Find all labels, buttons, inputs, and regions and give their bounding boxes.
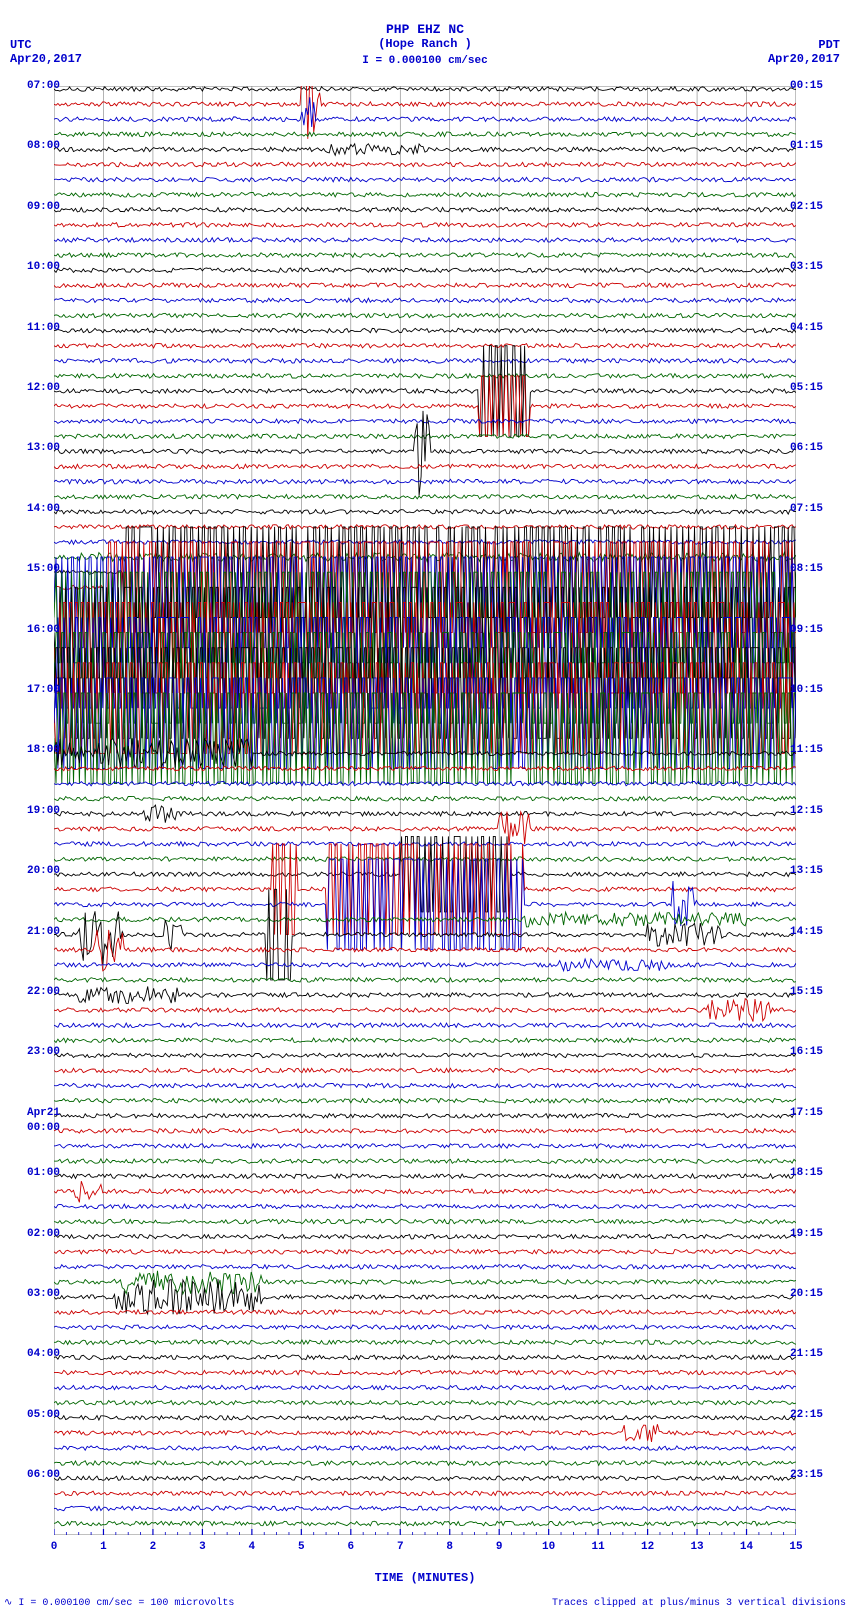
time-label-left: 07:00 [8, 80, 60, 92]
timezone-left: UTC [10, 38, 32, 52]
time-label-left: 11:00 [8, 322, 60, 334]
x-tick-label: 8 [446, 1541, 453, 1553]
time-label-right: 04:15 [790, 322, 842, 334]
time-label-right: 16:15 [790, 1046, 842, 1058]
time-label-left: 04:00 [8, 1348, 60, 1360]
time-label-left: 01:00 [8, 1167, 60, 1179]
time-label-left: 19:00 [8, 805, 60, 817]
x-tick-label: 14 [740, 1541, 753, 1553]
time-label-left: 03:00 [8, 1288, 60, 1300]
seismogram-plot [54, 86, 796, 1535]
seismogram-container: PHP EHZ NC (Hope Ranch ) I = 0.000100 cm… [0, 0, 850, 1613]
x-tick-label: 9 [496, 1541, 503, 1553]
time-label-right: 08:15 [790, 563, 842, 575]
time-label-right: 18:15 [790, 1167, 842, 1179]
x-tick-label: 15 [789, 1541, 802, 1553]
time-label-right: 02:15 [790, 201, 842, 213]
time-label-left: 17:00 [8, 684, 60, 696]
title-line1: PHP EHZ NC [0, 22, 850, 37]
date-left: Apr20,2017 [10, 52, 82, 66]
x-tick-label: 11 [592, 1541, 605, 1553]
time-label-left: 12:00 [8, 382, 60, 394]
time-label-left: 16:00 [8, 624, 60, 636]
scale-marker-icon: ∿ I [4, 1598, 30, 1609]
time-label-right: 12:15 [790, 805, 842, 817]
time-label-right: 11:15 [790, 744, 842, 756]
timezone-right: PDT [818, 38, 840, 52]
time-label-right: 22:15 [790, 1409, 842, 1421]
time-label-left: 06:00 [8, 1469, 60, 1481]
time-label-left: 10:00 [8, 261, 60, 273]
time-label-right: 13:15 [790, 865, 842, 877]
x-tick-label: 6 [347, 1541, 354, 1553]
time-label-right: 06:15 [790, 442, 842, 454]
time-label-left: 00:00 [8, 1122, 60, 1134]
time-label-left: 22:00 [8, 986, 60, 998]
time-label-left: 21:00 [8, 926, 60, 938]
x-tick-label: 1 [100, 1541, 107, 1553]
time-label-left: 02:00 [8, 1228, 60, 1240]
date-right: Apr20,2017 [768, 52, 840, 66]
time-label-right: 05:15 [790, 382, 842, 394]
time-label-left: Apr21 [8, 1107, 60, 1119]
time-label-right: 21:15 [790, 1348, 842, 1360]
time-label-left: 09:00 [8, 201, 60, 213]
time-label-right: 20:15 [790, 1288, 842, 1300]
x-tick-label: 13 [690, 1541, 703, 1553]
scale-bar-icon: I [362, 55, 375, 67]
x-tick-label: 12 [641, 1541, 654, 1553]
footer-right: Traces clipped at plus/minus 3 vertical … [552, 1598, 846, 1609]
time-label-right: 03:15 [790, 261, 842, 273]
x-tick-label: 3 [199, 1541, 206, 1553]
time-label-right: 17:15 [790, 1107, 842, 1119]
x-axis-title: TIME (MINUTES) [0, 1571, 850, 1585]
x-tick-label: 0 [51, 1541, 58, 1553]
time-label-right: 14:15 [790, 926, 842, 938]
time-label-right: 23:15 [790, 1469, 842, 1481]
time-label-right: 19:15 [790, 1228, 842, 1240]
time-label-left: 20:00 [8, 865, 60, 877]
x-tick-label: 10 [542, 1541, 555, 1553]
seismogram-svg [54, 86, 796, 1535]
time-label-right: 09:15 [790, 624, 842, 636]
time-label-left: 18:00 [8, 744, 60, 756]
x-tick-label: 7 [397, 1541, 404, 1553]
x-tick-label: 5 [298, 1541, 305, 1553]
time-label-right: 00:15 [790, 80, 842, 92]
time-label-right: 01:15 [790, 140, 842, 152]
header: PHP EHZ NC (Hope Ranch ) I = 0.000100 cm… [0, 22, 850, 67]
time-label-left: 05:00 [8, 1409, 60, 1421]
x-tick-label: 2 [150, 1541, 157, 1553]
time-label-left: 15:00 [8, 563, 60, 575]
x-tick-label: 4 [249, 1541, 256, 1553]
footer-left: ∿ I = 0.000100 cm/sec = 100 microvolts [4, 1597, 234, 1609]
time-label-right: 10:15 [790, 684, 842, 696]
time-label-right: 15:15 [790, 986, 842, 998]
time-label-left: 08:00 [8, 140, 60, 152]
x-axis: 0123456789101112131415 [54, 1541, 796, 1571]
scale-indicator: I = 0.000100 cm/sec [0, 55, 850, 67]
time-label-left: 23:00 [8, 1046, 60, 1058]
title-line2: (Hope Ranch ) [0, 37, 850, 51]
time-label-left: 13:00 [8, 442, 60, 454]
time-label-left: 14:00 [8, 503, 60, 515]
time-label-right: 07:15 [790, 503, 842, 515]
